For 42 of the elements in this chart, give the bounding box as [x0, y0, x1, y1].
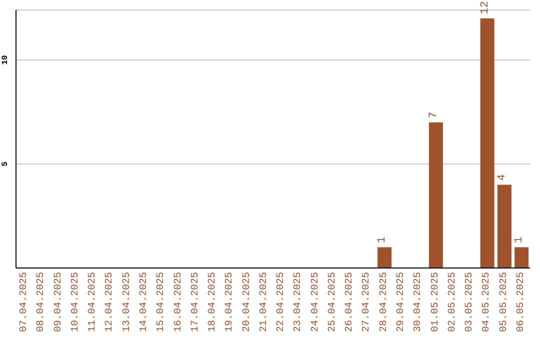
bar: [480, 18, 494, 268]
x-tick-label: 06.05.2025: [516, 272, 527, 332]
x-tick-label: 02.05.2025: [447, 272, 458, 332]
x-tick-label: 19.04.2025: [224, 272, 236, 332]
x-tick-label: 12.04.2025: [104, 272, 116, 332]
x-tick-label: 23.04.2025: [293, 272, 304, 332]
x-tick-label: 08.04.2025: [36, 272, 48, 332]
x-tick-label: 15.04.2025: [156, 272, 168, 332]
x-tick-label: 14.04.2025: [139, 272, 150, 332]
x-tick-label: 20.04.2025: [242, 272, 253, 332]
x-tick-label: 03.05.2025: [464, 272, 476, 332]
x-tick-label: 22.04.2025: [276, 272, 288, 332]
x-tick-label: 25.04.2025: [327, 272, 338, 332]
data-label: 4: [496, 174, 508, 181]
x-tick-label: 10.04.2025: [70, 272, 82, 332]
data-label: 1: [514, 236, 526, 244]
x-tick-label: 07.04.2025: [19, 272, 30, 332]
x-tick-label: 11.04.2025: [88, 272, 99, 332]
x-tick-label: 29.04.2025: [396, 272, 407, 332]
x-tick-label: 17.04.2025: [190, 272, 202, 332]
x-tick-label: 28.04.2025: [378, 272, 390, 332]
x-tick-label: 27.04.2025: [362, 272, 373, 332]
bar: [378, 247, 392, 268]
bar: [514, 247, 529, 268]
data-label: 1: [376, 236, 389, 244]
x-tick-label: 30.04.2025: [413, 272, 424, 332]
x-tick-label: 05.05.2025: [498, 272, 510, 332]
x-tick-label: 13.04.2025: [122, 272, 133, 332]
x-tick-label: 09.04.2025: [53, 272, 64, 332]
bar: [497, 184, 512, 268]
x-tick-label: 24.04.2025: [310, 272, 322, 332]
x-tick-label: 26.04.2025: [344, 272, 356, 332]
x-tick-label: 04.05.2025: [482, 272, 493, 332]
data-label: 12: [479, 1, 492, 14]
x-tick-label: 16.04.2025: [173, 272, 184, 332]
y-tick-label: 5: [1, 161, 10, 166]
y-tick-label: 10: [1, 54, 10, 65]
x-tick-label: 18.04.2025: [208, 272, 219, 332]
bar: [428, 122, 443, 268]
data-label: 7: [428, 112, 440, 118]
x-tick-label: 21.04.2025: [258, 272, 270, 332]
x-tick-label: 01.05.2025: [430, 272, 442, 332]
